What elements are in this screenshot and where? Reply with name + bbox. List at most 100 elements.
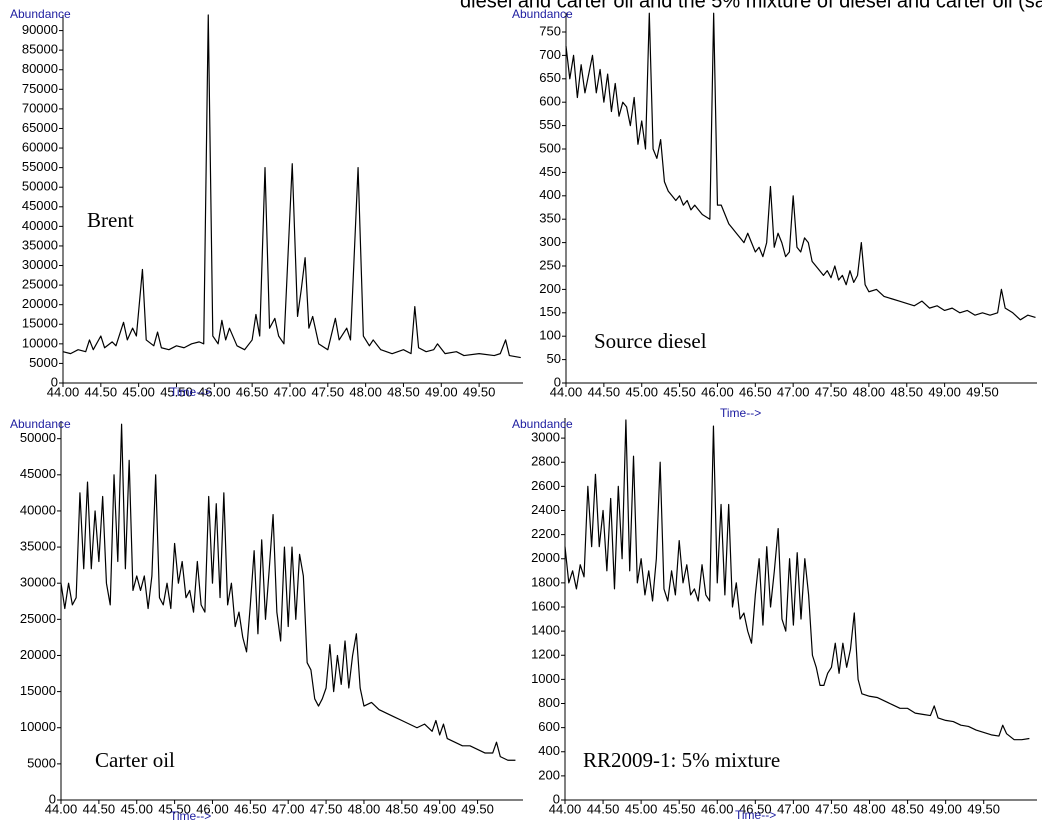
y-tick-label: 350 [539,211,561,226]
y-axis-label: Abundance [512,7,573,21]
x-tick-label: 47.50 [815,384,848,399]
sample-label: Carter oil [95,748,175,772]
x-tick-label: 48.50 [890,384,923,399]
x-tick-label: 48.00 [349,384,382,399]
y-tick-label: 65000 [22,120,58,135]
y-tick-label: 1000 [531,671,560,686]
y-axis-label: Abundance [10,7,71,21]
y-tick-label: 40000 [20,502,56,517]
x-tick-label: 44.00 [549,801,582,816]
y-tick-label: 55000 [22,159,58,174]
x-tick-label: 44.50 [588,384,621,399]
y-tick-label: 0 [554,374,561,389]
y-tick-label: 10000 [22,335,58,350]
x-tick-label: 45.00 [120,801,153,816]
y-tick-label: 150 [539,304,561,319]
x-tick-label: 46.50 [739,801,772,816]
y-tick-label: 90000 [22,22,58,37]
y-tick-label: 50000 [22,179,58,194]
y-tick-label: 400 [539,187,561,202]
y-tick-label: 80000 [22,61,58,76]
x-axis-label: Time--> [735,808,776,822]
y-tick-label: 500 [539,140,561,155]
x-axis-label: Time--> [720,406,761,420]
x-tick-label: 47.50 [310,801,343,816]
y-tick-label: 1600 [531,598,560,613]
x-tick-label: 47.00 [274,384,307,399]
y-tick-label: 2800 [531,454,560,469]
y-tick-label: 0 [51,374,58,389]
x-tick-label: 48.50 [387,384,420,399]
y-axis-label: Abundance [512,417,573,431]
x-tick-label: 47.50 [815,801,848,816]
x-axis-label: Time--> [170,385,211,399]
y-tick-label: 200 [539,281,561,296]
chromatogram-line [565,12,1036,321]
x-tick-label: 49.50 [966,384,999,399]
x-tick-label: 45.50 [158,801,191,816]
y-tick-label: 800 [538,695,560,710]
y-tick-label: 100 [539,328,561,343]
y-tick-label: 30000 [20,575,56,590]
y-tick-label: 0 [553,791,560,806]
y-tick-label: 85000 [22,42,58,57]
x-tick-label: 48.50 [891,801,924,816]
y-tick-label: 40000 [22,218,58,233]
x-tick-label: 47.00 [272,801,305,816]
y-tick-label: 45000 [22,198,58,213]
y-tick-label: 450 [539,164,561,179]
y-axis-label: Abundance [10,417,71,431]
x-tick-label: 45.50 [160,384,193,399]
y-tick-label: 1200 [531,647,560,662]
y-tick-label: 600 [538,719,560,734]
x-tick-label: 45.50 [663,801,696,816]
y-tick-label: 3000 [531,430,560,445]
y-tick-label: 15000 [20,683,56,698]
y-tick-label: 60000 [22,139,58,154]
x-tick-label: 48.50 [386,801,419,816]
y-tick-label: 50 [547,351,561,366]
x-tick-label: 49.00 [928,384,961,399]
y-tick-label: 1400 [531,623,560,638]
sample-label: RR2009-1: 5% mixture [583,748,780,772]
y-tick-label: 0 [49,791,56,806]
y-tick-label: 75000 [22,81,58,96]
x-tick-label: 49.50 [461,801,494,816]
y-tick-label: 2000 [531,550,560,565]
x-tick-label: 48.00 [348,801,381,816]
x-tick-label: 46.50 [236,384,269,399]
x-tick-label: 47.00 [777,801,810,816]
x-tick-label: 44.50 [587,801,620,816]
x-tick-label: 46.00 [196,801,229,816]
y-tick-label: 1800 [531,574,560,589]
x-tick-label: 47.50 [312,384,345,399]
x-tick-label: 48.00 [853,801,886,816]
x-tick-label: 48.00 [853,384,886,399]
y-tick-label: 250 [539,257,561,272]
x-tick-label: 44.50 [85,384,118,399]
y-tick-label: 25000 [20,611,56,626]
x-tick-label: 44.00 [45,801,78,816]
sample-label: Source diesel [594,329,707,353]
x-tick-label: 45.00 [625,801,658,816]
y-tick-label: 750 [539,23,561,38]
x-tick-label: 44.00 [47,384,80,399]
y-tick-label: 200 [538,767,560,782]
y-tick-label: 35000 [20,539,56,554]
y-tick-label: 400 [538,743,560,758]
x-axis-label: Time--> [170,809,211,823]
y-tick-label: 70000 [22,100,58,115]
y-tick-label: 650 [539,70,561,85]
y-tick-label: 10000 [20,719,56,734]
y-tick-label: 15000 [22,316,58,331]
chromatogram-line [62,14,521,359]
y-tick-label: 300 [539,234,561,249]
x-tick-label: 46.50 [234,801,267,816]
y-tick-label: 25000 [22,277,58,292]
caption: diesel and carter oil and the 5% mixture… [460,0,1042,12]
y-tick-label: 2600 [531,478,560,493]
x-tick-label: 49.00 [929,801,962,816]
x-tick-label: 46.00 [198,384,231,399]
